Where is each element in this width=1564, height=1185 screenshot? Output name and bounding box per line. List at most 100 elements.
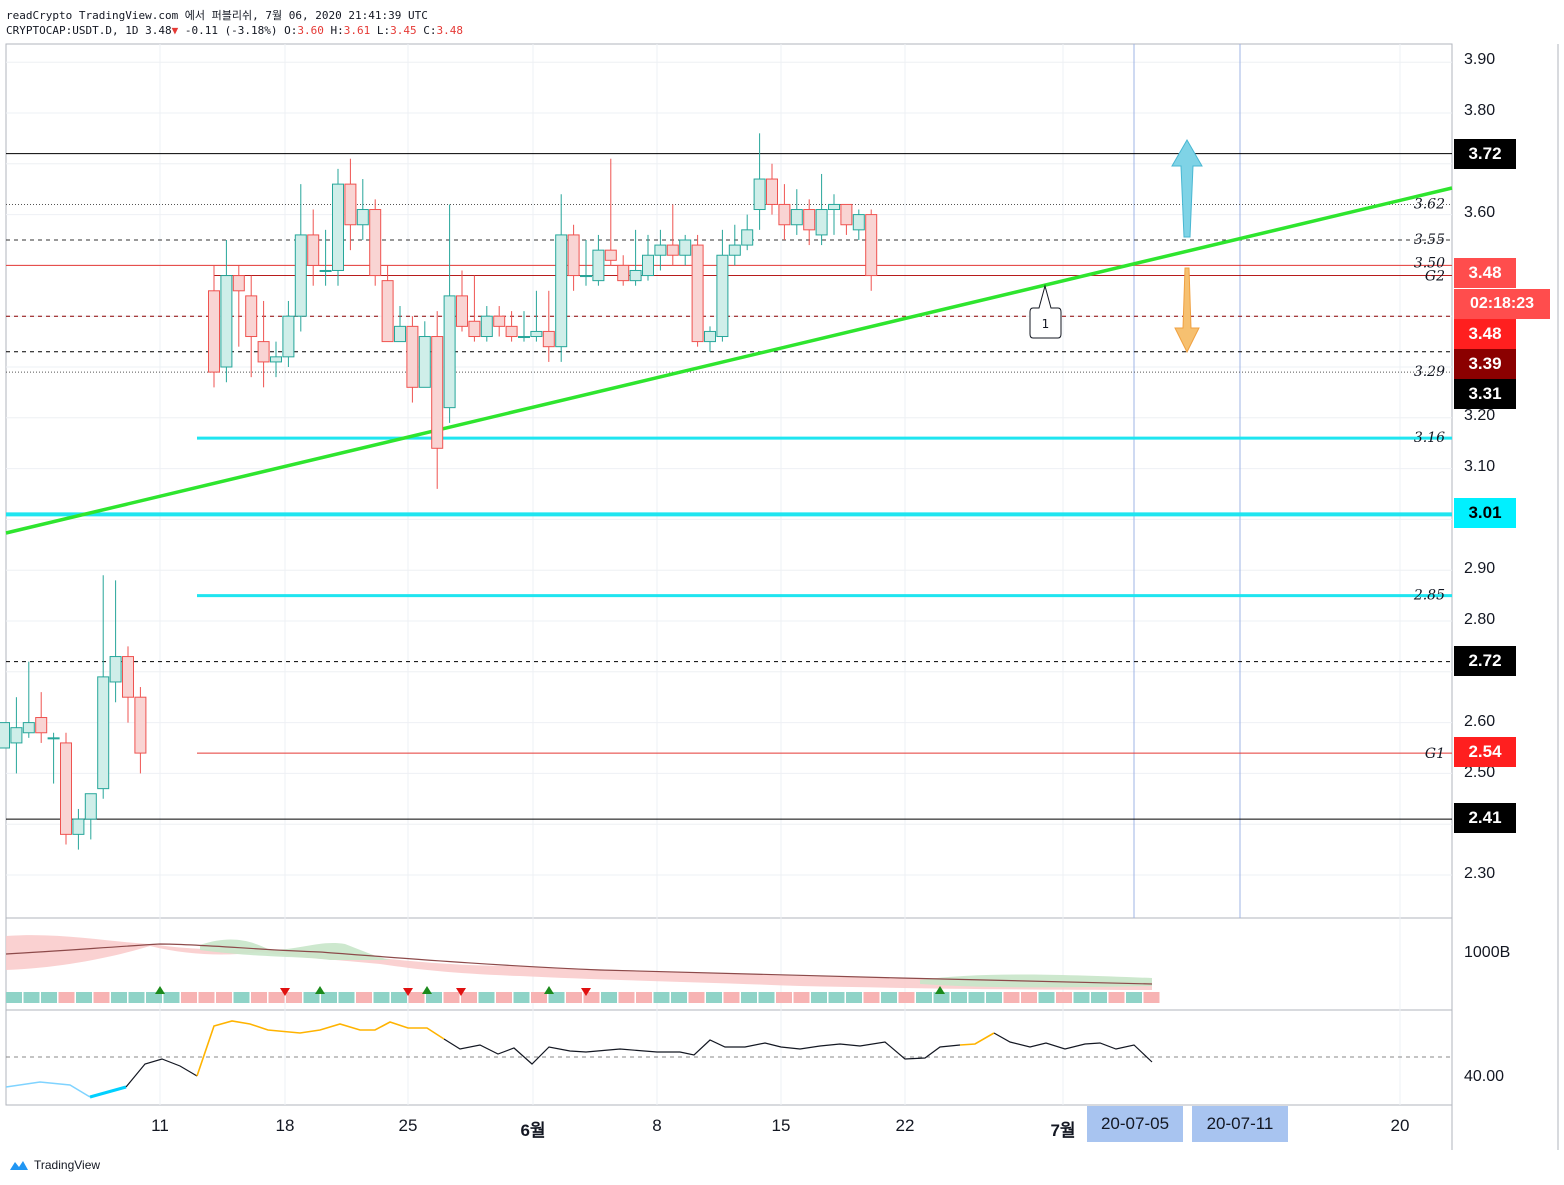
candle-down: [604, 249, 617, 261]
level-label-350: 3.50: [1414, 255, 1445, 271]
volume-bar: [286, 992, 302, 1003]
candle-up: [72, 818, 85, 835]
volume-bar: [391, 992, 407, 1003]
candle-up: [654, 244, 667, 256]
price-tick: 3.20: [1464, 407, 1496, 424]
volume-bar: [706, 992, 722, 1003]
oscillator-axis-label: 40.00: [1464, 1068, 1505, 1085]
price-tick: 2.50: [1464, 764, 1496, 781]
buy-signal-icon: [422, 986, 432, 994]
price-tick: 2.90: [1464, 560, 1496, 577]
candle-down: [803, 209, 816, 231]
candle-up: [679, 239, 692, 256]
candle-down: [208, 290, 220, 373]
price-badge-301: 3.01: [1454, 498, 1516, 528]
date-badge-left: 20-07-05: [1087, 1106, 1183, 1142]
symbol-ohlc-legend: CRYPTOCAP:USDT.D, 1D 3.48▼ -0.11 (-3.18%…: [6, 24, 464, 37]
candle-up: [518, 336, 530, 339]
volume-bar: [356, 992, 372, 1003]
candle-down: [60, 742, 72, 835]
oscillator-line: [993, 1032, 1153, 1063]
candle-down: [840, 203, 853, 226]
date-badge-right: 20-07-11: [1192, 1106, 1288, 1142]
volume-bar: [828, 992, 845, 1003]
candle-up: [220, 275, 233, 368]
time-tick-month: 6월: [520, 1121, 546, 1140]
candle-down: [505, 325, 518, 338]
volume-bar: [478, 992, 495, 1003]
candle-down: [617, 264, 630, 282]
candle-down: [666, 244, 679, 256]
trendline: [5, 186, 1453, 535]
candle-up: [642, 254, 654, 277]
callout-label: 1: [1042, 317, 1050, 331]
volume-bar: [793, 992, 810, 1003]
time-tick: 8: [652, 1116, 662, 1135]
oscillator-line: [443, 1038, 961, 1065]
volume-bar: [548, 992, 565, 1003]
oscillator-line-overbought: [959, 1032, 995, 1046]
candle-down: [567, 234, 580, 277]
candle-up: [10, 727, 23, 744]
candle-up: [580, 275, 592, 278]
volume-bar: [58, 992, 75, 1003]
volume-bar: [443, 992, 460, 1003]
volume-bar: [496, 992, 512, 1003]
candle-up: [753, 178, 766, 211]
open-value: 3.60: [297, 24, 324, 37]
publish-info: readCrypto TradingView.com 에서 퍼블리쉬, 7월 0…: [6, 9, 428, 22]
candle-down: [245, 295, 258, 338]
price-tick: 3.90: [1464, 51, 1496, 68]
candle-up: [555, 234, 568, 348]
candle-down: [468, 320, 481, 338]
time-tick: 15: [771, 1116, 791, 1135]
volume-bar: [758, 992, 775, 1003]
candle-up: [716, 254, 729, 338]
price-tick: 3.80: [1464, 102, 1496, 119]
volume-bar: [128, 992, 145, 1003]
tradingview-logo[interactable]: TradingView: [8, 1158, 100, 1172]
volume-bar: [811, 992, 827, 1003]
volume-bar: [321, 992, 337, 1003]
volume-bar: [916, 992, 932, 1003]
candle-up: [728, 244, 741, 256]
tradingview-cloud-icon: [8, 1159, 30, 1171]
level-label-g1: G1: [1425, 746, 1445, 762]
volume-bar: [1073, 992, 1090, 1003]
last-price: 3.48: [145, 24, 172, 37]
volume-bar: [898, 992, 915, 1003]
candle-down: [456, 295, 468, 327]
candle-up: [629, 269, 642, 282]
price-tick: 3.60: [1464, 204, 1496, 221]
symbol-name[interactable]: CRYPTOCAP:USDT.D, 1D: [6, 24, 139, 37]
volume-bar: [846, 992, 862, 1003]
candle-up: [394, 325, 406, 343]
price-change: -0.11 (-3.18%): [184, 24, 278, 37]
candle-up: [592, 249, 605, 282]
candle-up: [332, 183, 344, 271]
sell-signal-icon: [581, 988, 591, 996]
price-badge-current: 3.48: [1454, 258, 1516, 288]
volume-bar: [93, 992, 110, 1003]
volume-bar: [251, 992, 267, 1003]
volume-bar: [41, 992, 57, 1003]
level-label-355: 3.55: [1414, 232, 1445, 248]
candle-down: [406, 325, 419, 388]
time-tick: 11: [151, 1116, 169, 1135]
candle-up: [22, 722, 35, 734]
volume-axis-label: 1000B: [1464, 944, 1511, 961]
candle-up: [443, 295, 456, 409]
volume-bar: [688, 992, 705, 1003]
candle-down: [232, 275, 245, 292]
candle-up: [0, 722, 10, 749]
volume-bar: [461, 992, 477, 1003]
candle-up: [530, 330, 543, 338]
volume-bar: [1021, 992, 1037, 1003]
level-label-362: 3.62: [1414, 196, 1445, 212]
low-value: 3.45: [390, 24, 417, 37]
volume-bar: [233, 992, 250, 1003]
close-value: 3.48: [436, 24, 464, 37]
callout-bubble: [1029, 284, 1062, 339]
price-badge-339: 3.39: [1454, 349, 1516, 379]
